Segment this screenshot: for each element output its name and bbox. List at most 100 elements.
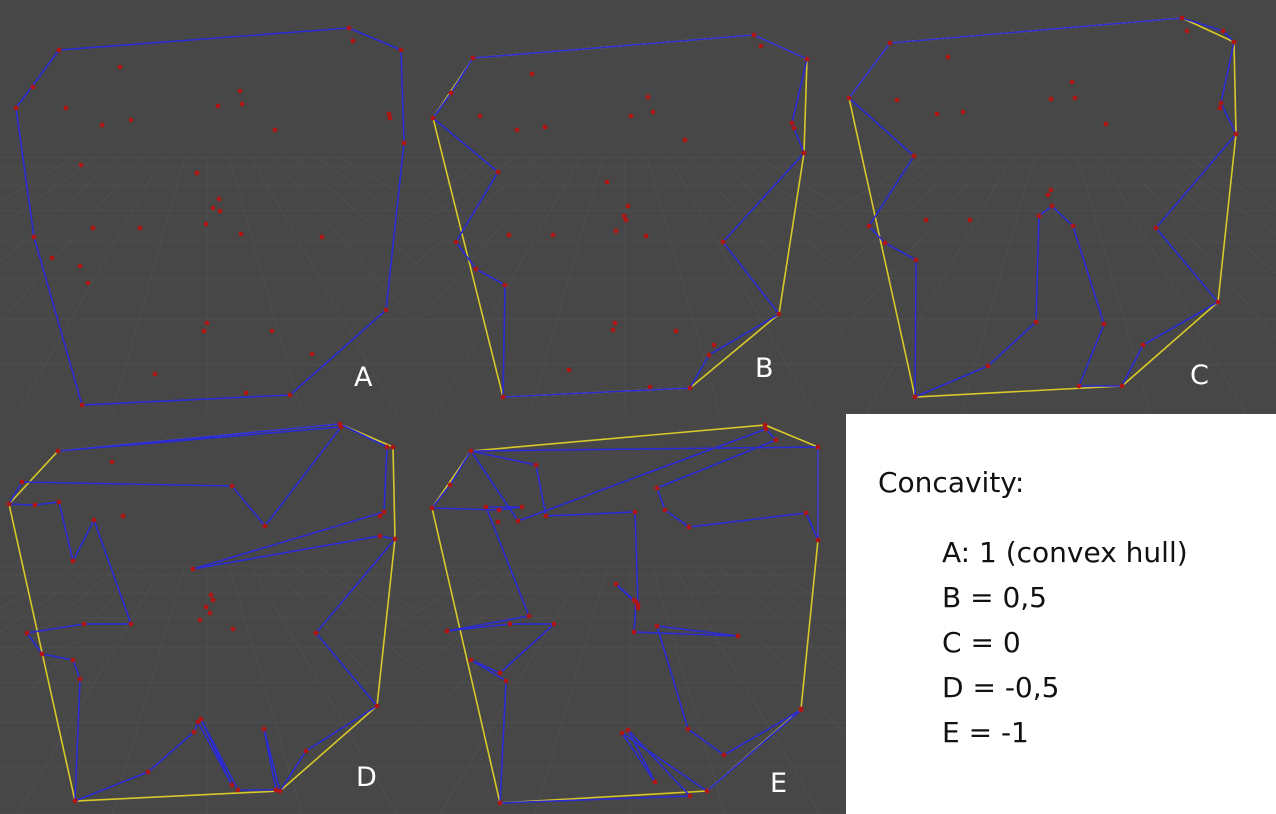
grid-line: [414, 156, 494, 205]
data-point: [191, 729, 197, 735]
data-point: [1179, 15, 1185, 21]
data-point: [477, 113, 483, 119]
data-point: [507, 621, 513, 627]
grid-line: [0, 156, 120, 263]
data-point: [631, 629, 637, 635]
data-point: [776, 311, 782, 317]
data-point: [613, 228, 619, 234]
data-point: [237, 88, 243, 94]
point-cloud: [846, 15, 1239, 400]
data-point: [303, 748, 309, 754]
convex-hull-outline: [432, 34, 808, 398]
data-point: [682, 137, 688, 143]
data-point: [30, 84, 36, 90]
grid-line: [1077, 157, 1152, 414]
data-point: [751, 32, 757, 38]
data-point: [128, 621, 134, 627]
data-point: [77, 676, 83, 682]
panel-d: D: [0, 414, 414, 814]
data-point: [99, 122, 105, 128]
grid-line: [228, 565, 303, 814]
data-point: [235, 787, 241, 793]
data-point: [815, 537, 821, 543]
data-point: [612, 320, 618, 326]
data-point: [526, 613, 532, 619]
data-point: [635, 605, 641, 611]
data-point: [960, 109, 966, 115]
grid-line: [111, 157, 186, 414]
data-point: [1069, 79, 1075, 85]
data-point: [383, 307, 389, 313]
data-point: [390, 444, 396, 450]
grid-line: [1121, 156, 1276, 339]
data-point: [145, 769, 151, 775]
data-point: [386, 111, 392, 117]
panel-a-label: A: [354, 362, 373, 393]
concave-hull-outline: [430, 428, 819, 804]
data-point: [117, 64, 123, 70]
data-point: [711, 342, 717, 348]
legend-item-d: D = -0,5: [942, 671, 1060, 704]
data-point: [91, 517, 97, 523]
point-cloud: [429, 422, 821, 806]
data-point: [514, 127, 520, 133]
panel-a: A: [0, 0, 414, 414]
grid-line: [865, 157, 1013, 414]
concave-hull-outline: [7, 423, 397, 803]
data-point: [911, 153, 917, 159]
data-point: [79, 402, 85, 408]
data-point: [985, 363, 991, 369]
grid-line: [414, 156, 516, 229]
data-point: [374, 703, 380, 709]
data-point: [430, 115, 436, 121]
data-point: [78, 162, 84, 168]
data-point: [377, 513, 383, 519]
data-point: [632, 509, 638, 515]
data-point: [109, 459, 115, 465]
grid-line: [690, 156, 836, 329]
data-point: [197, 617, 203, 623]
data-point: [377, 533, 383, 539]
data-point: [483, 504, 489, 510]
data-point: [815, 444, 821, 450]
grid-line: [1099, 157, 1247, 414]
data-point: [685, 726, 691, 732]
data-point: [515, 518, 521, 524]
concave-hull: [7, 423, 397, 803]
data-point: [551, 621, 557, 627]
data-point: [190, 566, 196, 572]
data-point: [350, 38, 356, 44]
data-point: [758, 43, 764, 49]
data-point: [229, 782, 235, 788]
legend-item-b: B = 0,5: [942, 581, 1047, 614]
data-point: [497, 800, 503, 806]
data-point: [519, 504, 525, 510]
data-point: [687, 385, 693, 391]
data-point: [542, 124, 548, 130]
grid-line: [0, 156, 142, 324]
data-point: [934, 111, 940, 117]
panel-b-label: B: [755, 353, 774, 384]
data-point: [195, 719, 201, 725]
data-point: [1048, 187, 1054, 193]
grid-line: [717, 565, 846, 676]
grid-line: [316, 565, 414, 633]
data-point: [1049, 203, 1055, 209]
grid-line: [0, 156, 98, 227]
data-point: [506, 232, 512, 238]
data-point: [272, 127, 278, 133]
data-point: [625, 727, 631, 733]
grid-line: [0, 156, 76, 202]
grid-line: [673, 565, 821, 814]
legend-item-e: E = -1: [942, 716, 1029, 749]
data-point: [338, 424, 344, 430]
legend-item-a: A: 1 (convex hull): [942, 536, 1188, 569]
grid-line: [712, 156, 836, 267]
data-point: [269, 328, 275, 334]
data-point: [239, 101, 245, 107]
data-point: [207, 610, 213, 616]
data-point: [137, 225, 143, 231]
data-point: [1036, 213, 1042, 219]
grid-line: [836, 156, 969, 275]
